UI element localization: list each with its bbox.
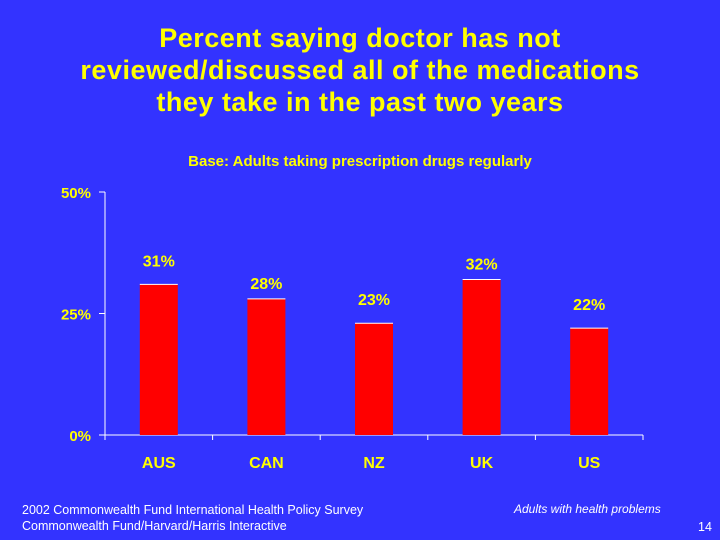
- title-line-2: reviewed/discussed all of the medication…: [80, 55, 640, 85]
- title-line-3: they take in the past two years: [156, 87, 564, 117]
- data-label: 28%: [250, 276, 282, 293]
- category-label: US: [578, 455, 601, 472]
- bar: [462, 279, 501, 435]
- bar: [247, 298, 286, 435]
- data-label: 32%: [466, 256, 498, 273]
- source-line-1: 2002 Commonwealth Fund International Hea…: [22, 503, 364, 517]
- source-citation: 2002 Commonwealth Fund International Hea…: [22, 502, 363, 534]
- bar: [139, 284, 178, 435]
- bar: [355, 323, 393, 435]
- data-label: 22%: [573, 297, 605, 314]
- category-label: NZ: [363, 455, 385, 472]
- bar: [570, 328, 609, 435]
- data-label: 23%: [358, 292, 390, 309]
- y-tick-label: 0%: [69, 428, 91, 445]
- chart-title: Percent saying doctor has not reviewed/d…: [0, 22, 720, 118]
- category-label: AUS: [142, 455, 176, 472]
- y-tick-label: 25%: [61, 307, 91, 324]
- chart-subtitle: Base: Adults taking prescription drugs r…: [188, 153, 532, 170]
- y-tick-label: 50%: [61, 185, 91, 202]
- source-line-2: Commonwealth Fund/Harvard/Harris Interac…: [22, 519, 287, 533]
- footer-note: Adults with health problems: [514, 502, 661, 516]
- category-label: UK: [470, 455, 494, 472]
- category-label: CAN: [249, 455, 284, 472]
- page-number: 14: [698, 520, 712, 534]
- title-line-1: Percent saying doctor has not: [159, 23, 561, 53]
- data-label: 31%: [143, 253, 175, 270]
